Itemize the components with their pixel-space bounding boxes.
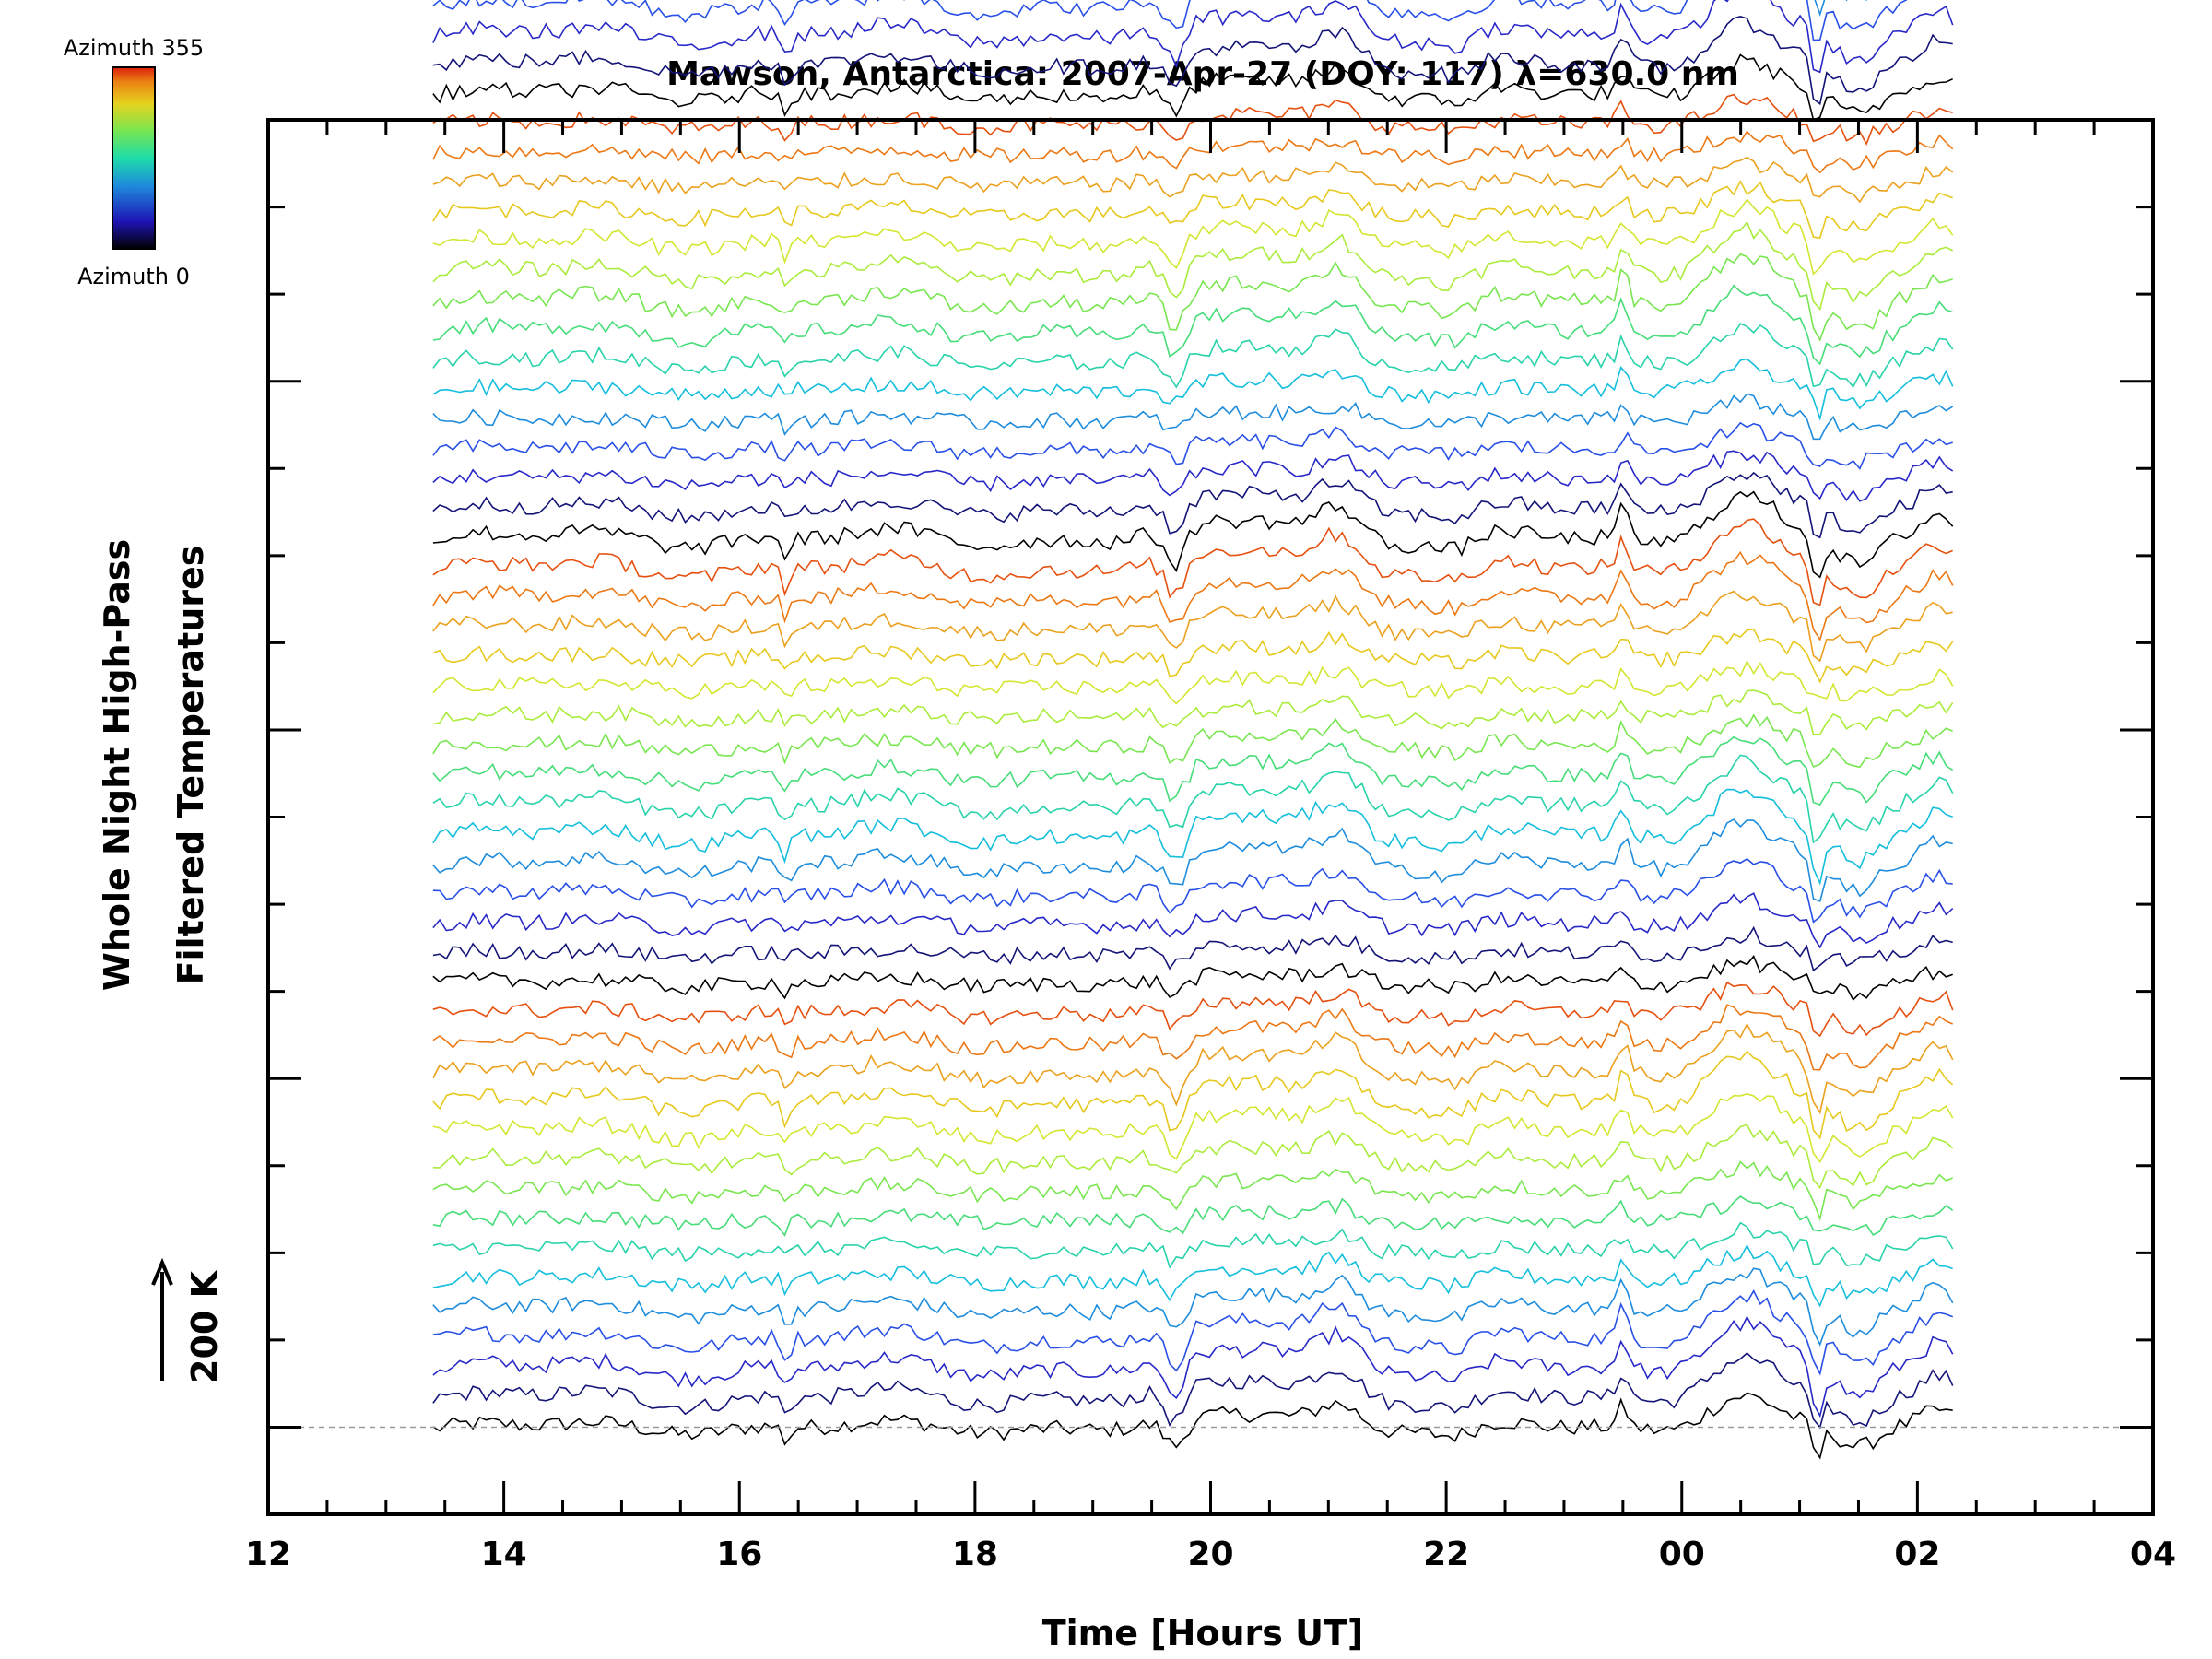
- trace-line: [432, 490, 1954, 579]
- trace-line: [432, 253, 1953, 342]
- trace-line: [432, 393, 1954, 441]
- trace-line: [432, 1004, 1954, 1071]
- trace-line: [432, 892, 1954, 949]
- trace-line: [432, 1315, 1954, 1418]
- x-tick-label: 18: [952, 1535, 998, 1573]
- trace-line: [432, 550, 1954, 641]
- chart-title: Mawson, Antarctica: 2007-Apr-27 (DOY: 11…: [666, 55, 1739, 93]
- trace-line: [432, 735, 1954, 806]
- trace-line: [432, 1392, 1953, 1460]
- trace-line: [432, 156, 1954, 204]
- x-tick-label: 00: [1659, 1535, 1705, 1573]
- trace-line: [432, 590, 1953, 663]
- trace-line: [432, 981, 1954, 1038]
- trace-line: [432, 1050, 1954, 1140]
- trace-line: [432, 1289, 1953, 1376]
- trace-line: [432, 322, 1954, 389]
- x-tick-label: 12: [245, 1535, 291, 1573]
- trace-line: [432, 130, 1954, 174]
- x-tick-label: 22: [1423, 1535, 1469, 1573]
- trace-line: [432, 818, 1953, 902]
- trace-line: [432, 1124, 1954, 1190]
- scale-bar-label: 200 K: [184, 1269, 225, 1383]
- y-axis-title-line2: Filtered Temperatures: [171, 546, 211, 985]
- trace-line: [432, 0, 1954, 74]
- trace-line: [432, 754, 1954, 844]
- trace-line: [432, 471, 1953, 539]
- y-axis-title: Whole Night High-Pass Filtered Temperatu…: [97, 539, 211, 991]
- trace-line: [432, 198, 1954, 276]
- trace-line: [432, 788, 1953, 886]
- scale-bar: 200 K: [151, 1257, 225, 1383]
- y-axis-title-line1: Whole Night High-Pass: [97, 539, 137, 991]
- trace-line: [432, 450, 1954, 502]
- trace-line: [432, 1092, 1954, 1164]
- x-tick-label: 14: [481, 1535, 527, 1573]
- trace-line: [432, 284, 1953, 366]
- x-tick-labels: 12 14 16 18 20 22 00 02 04: [245, 1535, 2176, 1573]
- trace-line: [432, 53, 1954, 122]
- colorbar: Azimuth 355 Azimuth 0: [64, 35, 204, 289]
- trace-line: [432, 1195, 1954, 1237]
- colorbar-top-label: Azimuth 355: [64, 35, 204, 61]
- x-tick-label: 20: [1187, 1535, 1233, 1573]
- x-tick-label: 16: [716, 1535, 762, 1573]
- trace-line: [432, 0, 1908, 41]
- trace-line: [432, 358, 1954, 422]
- trace-line: [432, 179, 1953, 240]
- trace-line: [432, 659, 1954, 705]
- trace-line: [432, 1221, 1954, 1269]
- traces: [432, 0, 1954, 1460]
- trace-line: [432, 1243, 1953, 1308]
- colorbar-gradient: [112, 66, 156, 250]
- trace-line: [432, 925, 1953, 972]
- trace-line: [432, 955, 1953, 1002]
- scale-bar-arrowhead: [151, 1257, 173, 1286]
- trace-line: [432, 689, 1954, 735]
- trace-line: [432, 15, 1953, 106]
- trace-line: [432, 1267, 1954, 1347]
- trace-line: [432, 857, 1953, 924]
- trace-line: [432, 628, 1954, 684]
- x-axis-title: Time [Hours UT]: [1042, 1613, 1364, 1653]
- trace-line: [432, 1352, 1954, 1430]
- trace-line: [432, 421, 1953, 470]
- trace-line: [432, 713, 1954, 769]
- trace-line: [432, 518, 1954, 606]
- x-tick-label: 02: [1894, 1535, 1940, 1573]
- trace-line: [432, 220, 1954, 312]
- colorbar-bottom-label: Azimuth 0: [77, 264, 190, 289]
- trace-line: [432, 1022, 1954, 1115]
- x-tick-label: 04: [2130, 1535, 2176, 1573]
- trace-line: [432, 1160, 1954, 1222]
- axes: [266, 118, 2155, 1516]
